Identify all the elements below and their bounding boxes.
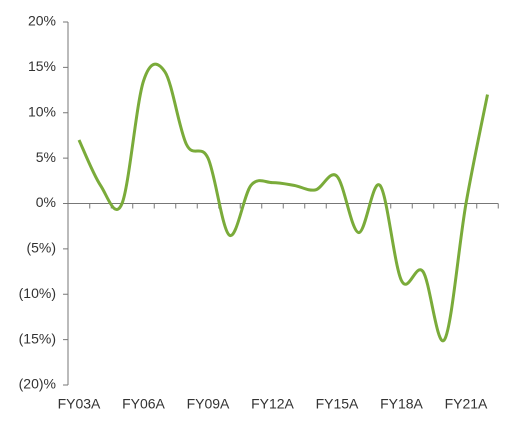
y-tick-label: (15%) — [19, 330, 56, 346]
x-tick-label: FY21A — [445, 396, 488, 412]
y-tick-label: 5% — [36, 149, 56, 165]
y-tick-label: (5%) — [26, 240, 56, 256]
y-tick-label: (20)% — [19, 376, 56, 392]
x-tick-label: FY06A — [122, 396, 165, 412]
x-tick-label: FY12A — [251, 396, 294, 412]
y-tick-label: (10%) — [19, 285, 56, 301]
y-tick-label: 20% — [28, 13, 56, 29]
y-tick-label: 0% — [36, 194, 56, 210]
data-line — [77, 62, 489, 343]
x-tick-label: FY09A — [187, 396, 230, 412]
y-tick-label: 10% — [28, 103, 56, 119]
y-tick-label: 15% — [28, 58, 56, 74]
x-tick-label: FY18A — [380, 396, 423, 412]
x-tick-label: FY15A — [316, 396, 359, 412]
x-tick-label: FY03A — [58, 396, 101, 412]
